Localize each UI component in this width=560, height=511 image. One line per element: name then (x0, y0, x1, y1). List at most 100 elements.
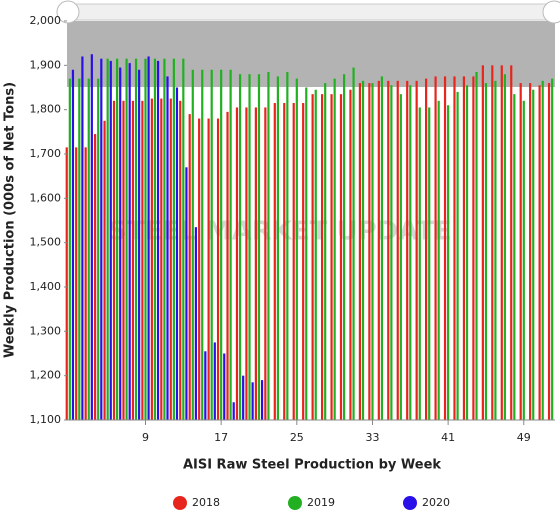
bar (210, 69, 213, 421)
bar (522, 100, 525, 421)
y-tick-label: 1,800 (30, 103, 62, 116)
x-tick-label: 25 (290, 431, 304, 444)
bar (428, 107, 431, 420)
bar (65, 147, 68, 420)
bar (156, 60, 160, 421)
bar (125, 58, 128, 420)
scroll-handle[interactable] (542, 0, 560, 24)
bar (462, 76, 466, 421)
bar (390, 85, 393, 421)
scroll-handle[interactable] (56, 0, 80, 24)
x-tick-label: 17 (214, 431, 228, 444)
x-axis-title: AISI Raw Steel Production by Week (183, 458, 441, 473)
bar (425, 78, 428, 420)
bar (84, 147, 87, 420)
bar (349, 89, 352, 420)
bar (191, 69, 194, 421)
bar (116, 58, 119, 420)
bar (538, 85, 541, 421)
legend-swatch (288, 496, 302, 510)
bar (144, 58, 147, 420)
x-tick-label: 9 (142, 431, 149, 444)
bar (254, 107, 257, 420)
bar (150, 98, 153, 420)
bar (276, 76, 279, 421)
bar (447, 105, 450, 420)
y-tick-label: 1,100 (30, 413, 62, 426)
bar (529, 83, 532, 421)
bar (100, 58, 103, 420)
y-tick-label: 2,000 (30, 14, 62, 27)
bar (106, 58, 109, 420)
bar (216, 118, 220, 421)
y-tick-label: 1,300 (30, 324, 62, 337)
bar (475, 71, 478, 420)
bar (295, 78, 298, 420)
y-tick-label: 1,700 (30, 147, 62, 160)
bar (333, 78, 336, 420)
bar (204, 351, 207, 420)
bar (443, 76, 447, 421)
bar (87, 78, 90, 420)
bar (94, 134, 97, 421)
bar (153, 58, 157, 420)
bar (128, 63, 131, 420)
bar (248, 74, 251, 420)
bar (273, 103, 276, 421)
bar (188, 114, 191, 420)
bar (179, 100, 182, 421)
bar (292, 103, 295, 421)
bar (406, 80, 409, 420)
y-tick-label: 1,200 (30, 369, 62, 382)
bar (198, 118, 201, 421)
bar (484, 83, 488, 421)
bar (223, 353, 226, 420)
bar (81, 56, 84, 420)
bar (235, 107, 239, 420)
bar (220, 69, 223, 421)
bar (541, 80, 544, 420)
bar (481, 65, 484, 420)
bar (324, 83, 327, 421)
bar (519, 83, 522, 421)
y-tick-label: 1,900 (30, 58, 62, 71)
bar (75, 147, 78, 420)
bar (264, 107, 267, 420)
scrollbar[interactable] (66, 3, 556, 21)
legend-swatch (403, 496, 417, 510)
bar (302, 103, 305, 421)
bar (380, 76, 384, 421)
bar (160, 98, 163, 420)
bar (377, 80, 380, 420)
bar (138, 69, 141, 421)
bar (532, 89, 535, 420)
bar (257, 74, 261, 420)
bar (311, 94, 314, 421)
bar (314, 89, 317, 420)
y-tick-label: 1,600 (30, 191, 62, 204)
bar (147, 56, 150, 420)
legend-swatch (173, 496, 187, 510)
x-tick-label: 33 (365, 431, 379, 444)
bar (229, 69, 232, 421)
bar (169, 98, 172, 420)
bar (232, 402, 235, 420)
bar (434, 76, 437, 421)
bar (472, 76, 475, 421)
x-tick-label: 49 (517, 431, 531, 444)
bar (68, 78, 71, 420)
bar (465, 85, 469, 421)
bar (437, 100, 440, 421)
bar (510, 65, 513, 420)
bar (387, 80, 390, 420)
bar (286, 71, 289, 420)
bar (141, 100, 144, 421)
bar (131, 100, 135, 421)
bar (97, 78, 100, 420)
bar (503, 74, 506, 420)
bar (109, 60, 112, 421)
bar (399, 94, 402, 421)
bar (491, 65, 494, 420)
bar (213, 342, 216, 420)
bar (409, 85, 412, 421)
